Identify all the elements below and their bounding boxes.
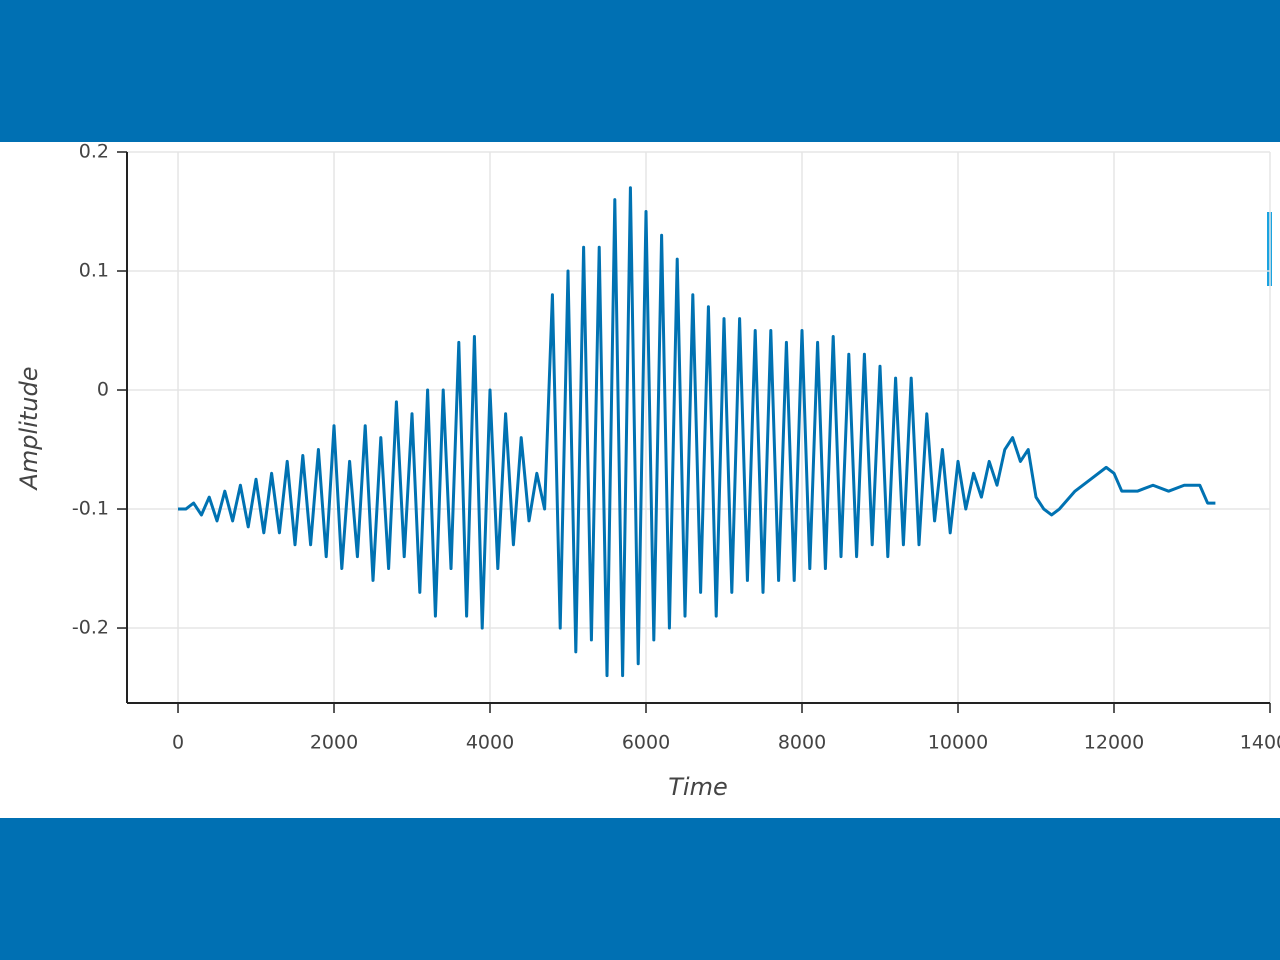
y-axis-title: Amplitude [15, 367, 43, 492]
x-tick-label: 10000 [928, 732, 988, 754]
y-tick-label: -0.1 [72, 498, 109, 520]
y-tick-label: 0 [97, 379, 109, 401]
x-axis-title: Time [668, 773, 727, 801]
x-tick-label: 2000 [310, 732, 358, 754]
y-tick-label: 0.2 [79, 142, 109, 163]
x-tick-label: 4000 [466, 732, 514, 754]
y-tick-label: -0.2 [72, 617, 109, 639]
chart: Time Amplitude -0.2 -0.1 0 0.1 0.2 0 2000 4000 6… [0, 142, 1280, 818]
x-tick-label: 6000 [622, 732, 670, 754]
x-tick-label: 8000 [778, 732, 826, 754]
x-tick-label: 14000 [1240, 732, 1280, 754]
waveform-line [178, 186, 1216, 678]
x-tick-label: 0 [172, 732, 184, 754]
y-tick-label: 0.1 [79, 260, 109, 282]
x-tick-label: 12000 [1084, 732, 1144, 754]
